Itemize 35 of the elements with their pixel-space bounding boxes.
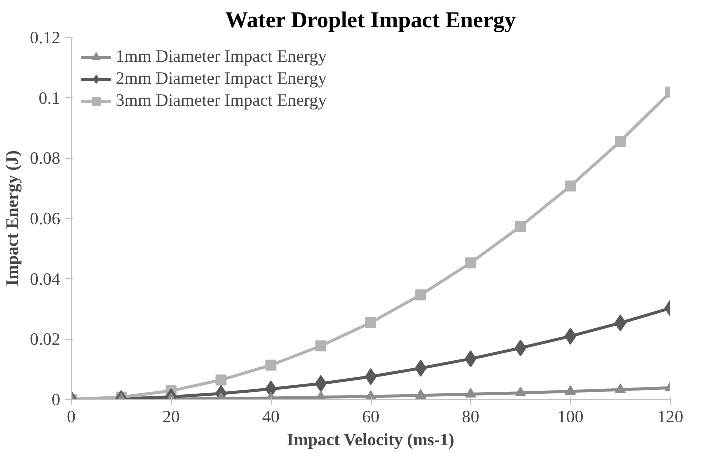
x-tick-label: 120 [658, 408, 684, 426]
legend-label: 1mm Diameter Impact Energy [116, 47, 327, 67]
point [565, 385, 576, 396]
point [615, 384, 626, 394]
y-tick-label: 0.02 [30, 330, 61, 350]
x-tick-label: 100 [558, 408, 584, 426]
y-tick-label: 0.04 [30, 270, 61, 289]
x-tick-label: 60 [362, 408, 380, 426]
point [316, 340, 327, 352]
legend-label: 2mm Diameter Impact Energy [116, 69, 327, 89]
x-tick-label: 80 [462, 408, 480, 426]
y-axis-title: Impact Energy (J) [3, 150, 22, 286]
y-tick-label: 0.06 [30, 210, 61, 228]
legend-label: 3mm Diameter Impact Energy [116, 91, 327, 111]
point [415, 389, 426, 399]
point [216, 374, 227, 386]
point [615, 136, 626, 148]
y-tick-label: 0.08 [30, 149, 61, 168]
x-tick-label: 0 [67, 408, 76, 426]
point [515, 221, 526, 232]
x-tick-label: 40 [262, 408, 280, 426]
point [415, 290, 426, 301]
point [565, 180, 576, 192]
y-tick-label: 0.12 [30, 28, 61, 48]
point [366, 317, 376, 328]
point [266, 360, 277, 371]
chart-title: Water Droplet Impact Energy [226, 8, 517, 32]
point [514, 340, 527, 357]
x-tick-label: 20 [162, 408, 180, 426]
y-tick-label: 0 [52, 390, 61, 410]
y-tick-label: 0.1 [38, 88, 61, 108]
point [465, 258, 476, 269]
point [515, 386, 526, 397]
x-axis-title: Impact Velocity (ms-1) [287, 430, 455, 450]
point [465, 388, 476, 398]
